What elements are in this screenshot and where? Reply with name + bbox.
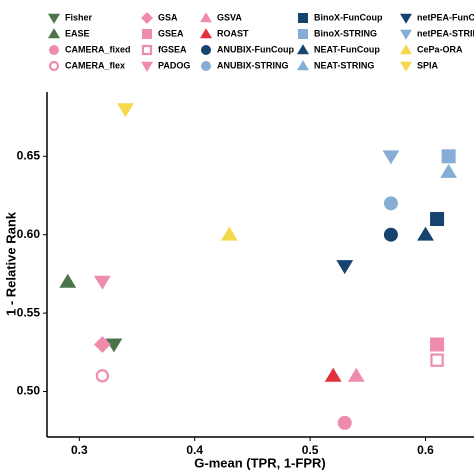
legend-symbol xyxy=(141,44,153,56)
legend-symbol xyxy=(297,60,309,71)
legend-label: CAMERA_fixed xyxy=(65,44,131,54)
point xyxy=(440,163,458,178)
point xyxy=(105,338,123,353)
point xyxy=(95,369,110,383)
legend-symbol xyxy=(200,28,212,39)
point xyxy=(324,367,342,382)
legend-symbol xyxy=(297,44,309,55)
point xyxy=(383,196,398,211)
legend-symbol xyxy=(298,29,308,39)
point xyxy=(337,415,352,430)
point xyxy=(430,337,445,352)
legend-symbol xyxy=(400,61,412,72)
legend-label: GSVA xyxy=(217,12,242,22)
x-tick-label: 0.5 xyxy=(302,443,319,457)
x-tick-label: 0.6 xyxy=(417,443,434,457)
point xyxy=(417,226,434,241)
legend-symbol xyxy=(141,12,153,24)
legend-label: CAMERA_flex xyxy=(65,60,125,70)
legend-label: ROAST xyxy=(217,28,249,38)
point xyxy=(59,273,77,288)
point xyxy=(117,103,134,118)
legend-label: SPIA xyxy=(417,60,439,70)
y-tick-label: 0.55 xyxy=(17,305,41,319)
legend-symbol xyxy=(48,60,60,72)
legend-label: EASE xyxy=(65,28,90,38)
point xyxy=(93,336,111,353)
point xyxy=(383,227,398,242)
legend-symbol xyxy=(201,61,211,71)
legend-label: netPEA-STRING xyxy=(417,28,474,38)
y-tick-label: 0.50 xyxy=(17,384,41,398)
legend-label: CePa-ORA xyxy=(417,44,463,54)
point xyxy=(336,260,354,275)
point xyxy=(347,367,365,382)
point xyxy=(93,275,111,290)
legend-label: GSEA xyxy=(158,28,184,38)
x-axis-label: G-mean (TPR, 1-FPR) xyxy=(194,455,325,470)
legend-symbol xyxy=(48,13,60,24)
legend-symbol xyxy=(400,44,412,55)
legend-label: netPEA-FunCoup xyxy=(417,12,474,22)
point xyxy=(382,150,400,165)
legend-symbol xyxy=(400,29,412,40)
legend-symbol xyxy=(48,28,60,39)
legend-label: NEAT-STRING xyxy=(314,60,374,70)
x-tick-label: 0.3 xyxy=(71,443,88,457)
x-tick-label: 0.4 xyxy=(186,443,203,457)
legend-symbol xyxy=(201,45,211,55)
legend-label: fGSEA xyxy=(158,44,187,54)
legend-symbol xyxy=(200,12,212,23)
point xyxy=(430,353,444,367)
legend-label: BinoX-STRING xyxy=(314,28,377,38)
y-tick-label: 0.65 xyxy=(17,148,41,162)
legend-label: Fisher xyxy=(65,12,93,22)
legend-label: GSA xyxy=(158,12,178,22)
legend-symbol xyxy=(298,13,308,23)
point xyxy=(220,226,238,241)
y-axis-label: 1 - Relative Rank xyxy=(3,211,18,316)
legend-label: NEAT-FunCoup xyxy=(314,44,380,54)
point xyxy=(441,149,456,164)
legend-label: PADOG xyxy=(158,60,190,70)
legend-label: ANUBIX-FunCoup xyxy=(217,44,294,54)
legend-symbol xyxy=(142,29,152,39)
legend-label: ANUBIX-STRING xyxy=(217,60,289,70)
point xyxy=(430,212,445,227)
legend-symbol xyxy=(400,13,412,24)
legend-symbol xyxy=(49,45,59,55)
y-tick-label: 0.60 xyxy=(17,227,41,241)
legend-label: BinoX-FunCoup xyxy=(314,12,383,22)
legend-symbol xyxy=(141,61,153,72)
